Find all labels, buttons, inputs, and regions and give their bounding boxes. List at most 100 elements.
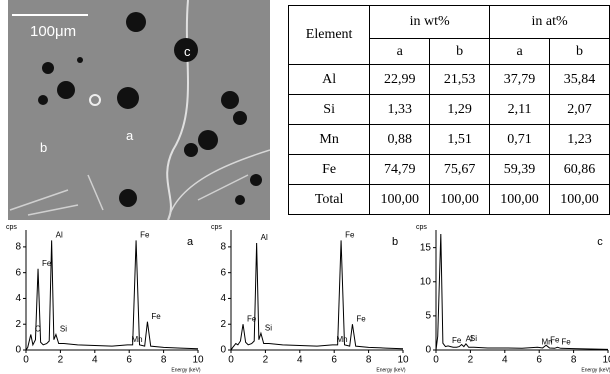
x-tick-label: 8: [161, 355, 167, 366]
header-cell: in wt%: [370, 6, 490, 39]
x-tick-label: 2: [468, 355, 474, 366]
x-tick-label: 6: [126, 355, 132, 366]
x-axis-label: Energy (keV): [171, 367, 201, 373]
x-tick-label: 4: [92, 355, 98, 366]
table-cell: 0,71: [490, 125, 550, 155]
peak-label: Si: [60, 325, 67, 334]
table-cell: 0,88: [370, 125, 430, 155]
x-tick-label: 6: [536, 355, 542, 366]
table-cell: 37,79: [490, 65, 550, 95]
y-tick-label: 2: [220, 319, 226, 330]
x-axis-label: Energy (keV): [376, 367, 406, 373]
peak-label: Fe: [345, 231, 355, 240]
y-axis-label: cps: [416, 224, 427, 231]
peak-label: Mn: [131, 335, 142, 344]
table-cell: 100,00: [550, 185, 610, 215]
x-tick-label: 0: [228, 355, 234, 366]
peak-label: Fe: [550, 335, 560, 344]
spectrum-line: [26, 240, 198, 350]
peak-label: Si: [470, 334, 477, 343]
y-tick-label: 2: [15, 319, 21, 330]
header-row: Elementin wt%in at%: [289, 6, 610, 39]
subheader-cell: b: [550, 39, 610, 65]
table-cell: 60,86: [550, 155, 610, 185]
table-cell: 1,29: [430, 95, 490, 125]
table-cell: 35,84: [550, 65, 610, 95]
peak-label: C: [35, 325, 41, 334]
header-cell: Element: [289, 6, 370, 65]
scale-label: 100μm: [30, 23, 76, 40]
spectrum-line: [436, 234, 608, 350]
y-axis-label: cps: [211, 224, 222, 231]
panel-label: c: [597, 236, 603, 248]
table-cell: Si: [289, 95, 370, 125]
table-cell: 75,67: [430, 155, 490, 185]
x-tick-label: 10: [397, 355, 409, 366]
micrograph: 100μm c a b: [8, 0, 270, 220]
table-cell: 2,11: [490, 95, 550, 125]
point-label: b: [40, 140, 47, 155]
peak-label: Fe: [151, 312, 161, 321]
x-tick-label: 4: [297, 355, 303, 366]
subheader-cell: b: [430, 39, 490, 65]
peak-label: Fe: [561, 337, 571, 346]
table-cell: 21,53: [430, 65, 490, 95]
x-tick-label: 8: [571, 355, 577, 366]
x-tick-label: 0: [23, 355, 29, 366]
x-tick-label: 10: [602, 355, 610, 366]
y-tick-label: 6: [220, 267, 226, 278]
x-tick-label: 2: [263, 355, 269, 366]
peak-label: Fe: [42, 259, 52, 268]
page: {"image": {"scale_label": "100μm", "labe…: [0, 0, 610, 374]
x-tick-label: 2: [58, 355, 64, 366]
subheader-cell: a: [370, 39, 430, 65]
y-tick-label: 0: [425, 345, 431, 356]
x-tick-label: 8: [366, 355, 372, 366]
x-tick-label: 0: [433, 355, 439, 366]
y-tick-label: 0: [220, 345, 226, 356]
table-cell: 1,33: [370, 95, 430, 125]
table-cell: 74,79: [370, 155, 430, 185]
x-tick-label: 6: [331, 355, 337, 366]
x-tick-label: 10: [192, 355, 204, 366]
x-axis-label: Energy (keV): [581, 367, 610, 373]
peak-label: Fe: [247, 314, 257, 323]
y-tick-label: 4: [220, 293, 226, 304]
table-cell: Al: [289, 65, 370, 95]
peak-label: Al: [56, 231, 63, 240]
peak-label: Fe: [452, 336, 462, 345]
y-tick-label: 4: [15, 293, 21, 304]
peak-label: Fe: [356, 314, 366, 323]
table-cell: Mn: [289, 125, 370, 155]
y-tick-label: 10: [420, 276, 432, 287]
table-cell: 100,00: [370, 185, 430, 215]
table-cell: 100,00: [430, 185, 490, 215]
spectrum-line: [231, 240, 403, 350]
header-cell: in at%: [490, 6, 610, 39]
y-tick-label: 0: [15, 345, 21, 356]
peak-label: Fe: [140, 231, 150, 240]
y-tick-label: 8: [15, 242, 21, 253]
y-tick-label: 8: [220, 242, 226, 253]
panel-label: a: [187, 236, 194, 248]
table-cell: 1,23: [550, 125, 610, 155]
peak-label: Si: [265, 323, 272, 332]
table-cell: 2,07: [550, 95, 610, 125]
table-cell: 1,51: [430, 125, 490, 155]
y-tick-label: 6: [15, 267, 21, 278]
peak-label: Al: [261, 233, 268, 242]
point-label: c: [184, 44, 191, 59]
peak-label: Mn: [336, 335, 347, 344]
table-cell: 59,39: [490, 155, 550, 185]
table-cell: 100,00: [490, 185, 550, 215]
y-tick-label: 15: [420, 242, 432, 253]
x-tick-label: 4: [502, 355, 508, 366]
point-label: a: [126, 128, 134, 143]
table-cell: Fe: [289, 155, 370, 185]
